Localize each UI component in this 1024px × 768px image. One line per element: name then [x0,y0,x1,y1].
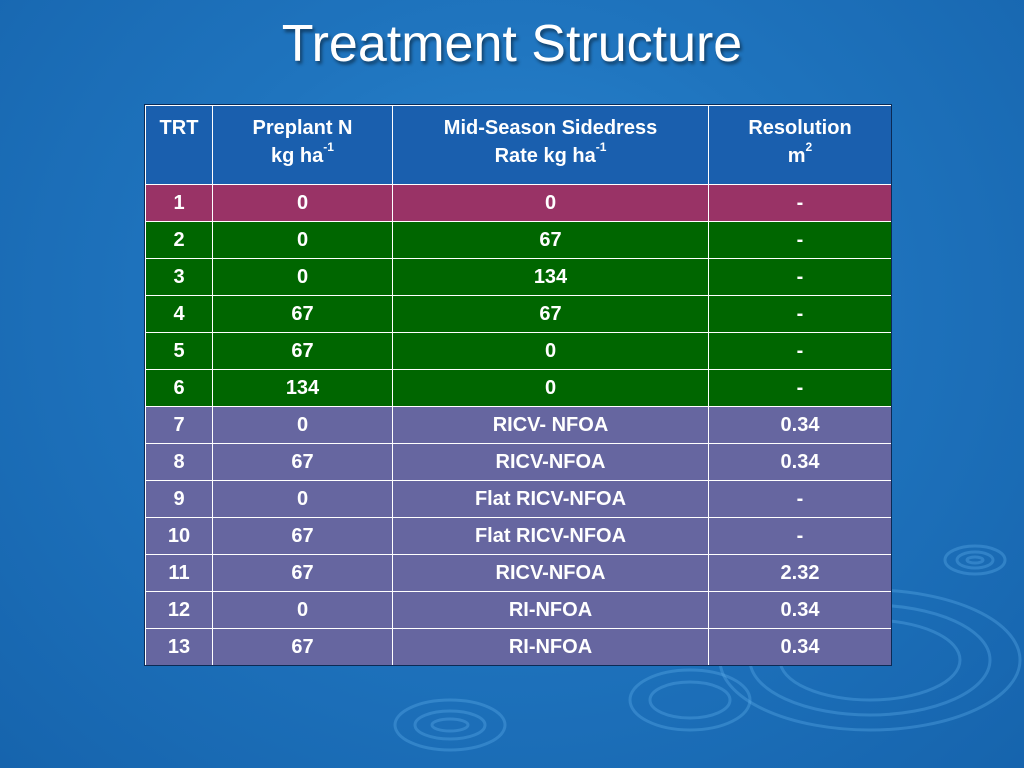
treatment-table: TRT Preplant N kg ha-1 Mid-Season Sidedr… [145,105,892,666]
cell-trt: 13 [145,628,213,666]
cell-preplant: 67 [212,554,393,592]
header-preplant-n: Preplant N kg ha-1 [212,105,393,185]
cell-preplant: 0 [212,406,393,444]
table-row: 6 134 0 - [145,369,892,407]
cell-preplant: 0 [212,221,393,259]
cell-midseason: Flat RICV-NFOA [392,517,709,555]
cell-preplant: 67 [212,628,393,666]
table-row: 10 67 Flat RICV-NFOA - [145,517,892,555]
table-row: 4 67 67 - [145,295,892,333]
cell-trt: 1 [145,184,213,222]
cell-resolution: - [708,221,892,259]
cell-midseason: 0 [392,184,709,222]
cell-resolution: - [708,295,892,333]
cell-midseason: 0 [392,332,709,370]
table-header-row: TRT Preplant N kg ha-1 Mid-Season Sidedr… [145,105,892,185]
table-row: 11 67 RICV-NFOA 2.32 [145,554,892,592]
cell-preplant: 67 [212,517,393,555]
cell-midseason: Flat RICV-NFOA [392,480,709,518]
table-row: 5 67 0 - [145,332,892,370]
cell-trt: 7 [145,406,213,444]
cell-preplant: 67 [212,443,393,481]
cell-preplant: 0 [212,258,393,296]
cell-preplant: 134 [212,369,393,407]
cell-trt: 3 [145,258,213,296]
cell-trt: 2 [145,221,213,259]
header-midseason-sidedress: Mid-Season Sidedress Rate kg ha-1 [392,105,709,185]
cell-trt: 6 [145,369,213,407]
cell-resolution: 0.34 [708,406,892,444]
cell-preplant: 0 [212,480,393,518]
cell-resolution: - [708,258,892,296]
cell-resolution: - [708,369,892,407]
cell-midseason: 67 [392,221,709,259]
table-row: 9 0 Flat RICV-NFOA - [145,480,892,518]
cell-midseason: 0 [392,369,709,407]
cell-midseason: RI-NFOA [392,628,709,666]
cell-trt: 5 [145,332,213,370]
cell-resolution: 2.32 [708,554,892,592]
cell-midseason: RICV-NFOA [392,443,709,481]
cell-midseason: RICV-NFOA [392,554,709,592]
cell-resolution: 0.34 [708,628,892,666]
slide-title: Treatment Structure [281,15,743,73]
cell-trt: 8 [145,443,213,481]
table-row: 1 0 0 - [145,184,892,222]
cell-trt: 9 [145,480,213,518]
table-row: 2 0 67 - [145,221,892,259]
cell-resolution: 0.34 [708,591,892,629]
table-row: 3 0 134 - [145,258,892,296]
cell-resolution: - [708,517,892,555]
cell-trt: 11 [145,554,213,592]
cell-resolution: - [708,184,892,222]
cell-preplant: 67 [212,295,393,333]
cell-resolution: - [708,332,892,370]
cell-preplant: 0 [212,591,393,629]
cell-midseason: RICV- NFOA [392,406,709,444]
table-row: 8 67 RICV-NFOA 0.34 [145,443,892,481]
table-row: 13 67 RI-NFOA 0.34 [145,628,892,666]
cell-trt: 12 [145,591,213,629]
cell-preplant: 0 [212,184,393,222]
cell-midseason: RI-NFOA [392,591,709,629]
cell-trt: 10 [145,517,213,555]
header-resolution: Resolution m2 [708,105,892,185]
cell-resolution: - [708,480,892,518]
cell-midseason: 67 [392,295,709,333]
cell-midseason: 134 [392,258,709,296]
cell-trt: 4 [145,295,213,333]
table-row: 7 0 RICV- NFOA 0.34 [145,406,892,444]
cell-preplant: 67 [212,332,393,370]
cell-resolution: 0.34 [708,443,892,481]
table-row: 12 0 RI-NFOA 0.34 [145,591,892,629]
header-trt: TRT [145,105,213,185]
